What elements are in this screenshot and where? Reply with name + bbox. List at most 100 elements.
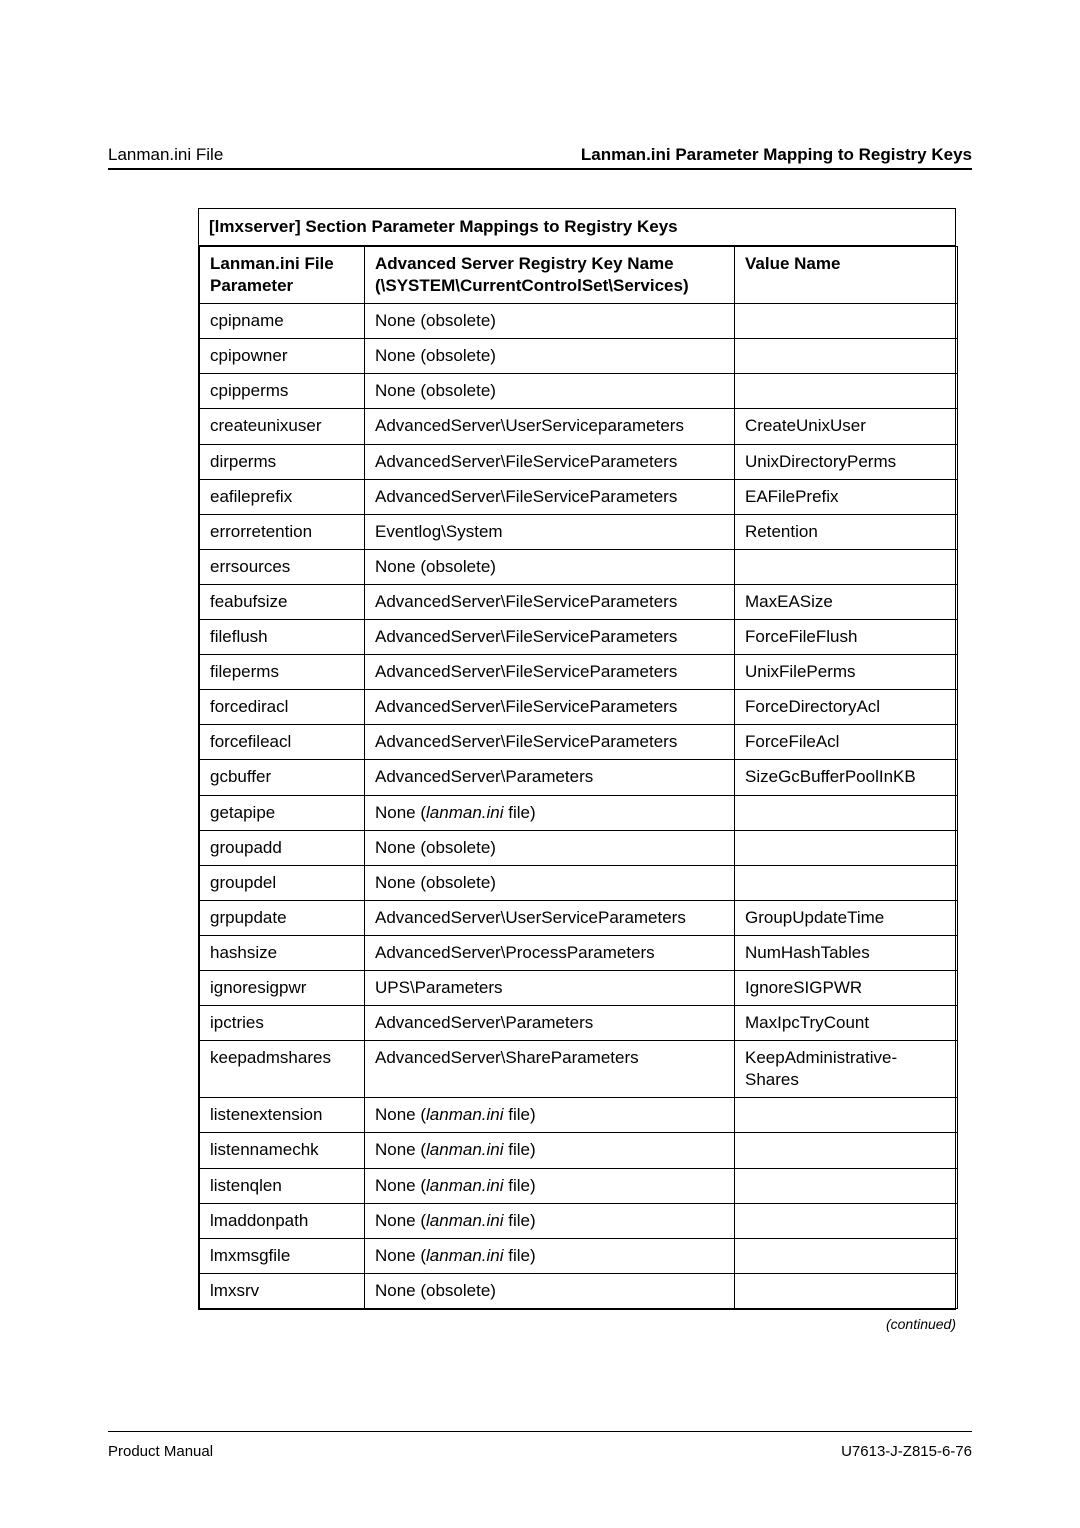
cell-value-name: KeepAdministrative-Shares <box>735 1041 958 1098</box>
table-row: listenextensionNone (lanman.ini file) <box>200 1098 958 1133</box>
cell-value-name <box>735 304 958 339</box>
cell-registry-key: None (obsolete) <box>365 374 735 409</box>
cell-value-name: ForceDirectoryAcl <box>735 690 958 725</box>
cell-value-name: MaxEASize <box>735 584 958 619</box>
cell-registry-key: None (obsolete) <box>365 830 735 865</box>
table-row: grpupdateAdvancedServer\UserServiceParam… <box>200 900 958 935</box>
cell-parameter: cpipname <box>200 304 365 339</box>
table-row: filepermsAdvancedServer\FileServiceParam… <box>200 655 958 690</box>
table-row: listenqlenNone (lanman.ini file) <box>200 1168 958 1203</box>
cell-value-name: ForceFileFlush <box>735 620 958 655</box>
mapping-table-container: [lmxserver] Section Parameter Mappings t… <box>198 208 956 1310</box>
cell-registry-key: AdvancedServer\ShareParameters <box>365 1041 735 1098</box>
table-header-row: Lanman.ini File Parameter Advanced Serve… <box>200 247 958 304</box>
mapping-table: Lanman.ini File Parameter Advanced Serve… <box>199 246 958 1309</box>
cell-parameter: listenqlen <box>200 1168 365 1203</box>
cell-registry-key: AdvancedServer\FileServiceParameters <box>365 655 735 690</box>
cell-parameter: gcbuffer <box>200 760 365 795</box>
table-row: cpipownerNone (obsolete) <box>200 339 958 374</box>
cell-value-name: UnixFilePerms <box>735 655 958 690</box>
cell-parameter: errsources <box>200 549 365 584</box>
table-row: lmaddonpathNone (lanman.ini file) <box>200 1203 958 1238</box>
cell-text: file) <box>504 1105 536 1124</box>
cell-value-name: ForceFileAcl <box>735 725 958 760</box>
cell-value-name <box>735 374 958 409</box>
cell-registry-key: None (lanman.ini file) <box>365 1203 735 1238</box>
table-row: lmxsrvNone (obsolete) <box>200 1273 958 1308</box>
table-row: dirpermsAdvancedServer\FileServiceParame… <box>200 444 958 479</box>
cell-value-name: CreateUnixUser <box>735 409 958 444</box>
cell-registry-key: None (obsolete) <box>365 549 735 584</box>
cell-registry-key: AdvancedServer\UserServiceparameters <box>365 409 735 444</box>
cell-value-name <box>735 1098 958 1133</box>
table-row: feabufsizeAdvancedServer\FileServicePara… <box>200 584 958 619</box>
table-row: forcefileaclAdvancedServer\FileServicePa… <box>200 725 958 760</box>
cell-parameter: lmaddonpath <box>200 1203 365 1238</box>
cell-registry-key: AdvancedServer\FileServiceParameters <box>365 725 735 760</box>
cell-value-name <box>735 1168 958 1203</box>
table-title: [lmxserver] Section Parameter Mappings t… <box>199 209 955 246</box>
cell-registry-key: AdvancedServer\FileServiceParameters <box>365 479 735 514</box>
cell-registry-key: None (lanman.ini file) <box>365 1133 735 1168</box>
cell-registry-key: None (lanman.ini file) <box>365 1098 735 1133</box>
cell-value-name: SizeGcBufferPoolInKB <box>735 760 958 795</box>
cell-registry-key: None (obsolete) <box>365 865 735 900</box>
footer-rule <box>108 1431 972 1432</box>
cell-value-name <box>735 1273 958 1308</box>
table-row: groupaddNone (obsolete) <box>200 830 958 865</box>
cell-parameter: groupdel <box>200 865 365 900</box>
cell-text: file) <box>504 1246 536 1265</box>
cell-registry-key: None (obsolete) <box>365 1273 735 1308</box>
cell-registry-key: AdvancedServer\FileServiceParameters <box>365 690 735 725</box>
table-row: ipctriesAdvancedServer\ParametersMaxIpcT… <box>200 1006 958 1041</box>
cell-value-name: Retention <box>735 514 958 549</box>
table-row: groupdelNone (obsolete) <box>200 865 958 900</box>
cell-registry-key: None (obsolete) <box>365 339 735 374</box>
cell-registry-key: AdvancedServer\UserServiceParameters <box>365 900 735 935</box>
cell-value-name <box>735 1238 958 1273</box>
cell-registry-key: None (lanman.ini file) <box>365 1168 735 1203</box>
cell-text-italic: lanman.ini <box>426 803 504 822</box>
cell-registry-key: UPS\Parameters <box>365 970 735 1005</box>
cell-text: file) <box>504 1211 536 1230</box>
cell-parameter: listenextension <box>200 1098 365 1133</box>
table-row: eafileprefixAdvancedServer\FileServicePa… <box>200 479 958 514</box>
cell-value-name <box>735 1203 958 1238</box>
cell-parameter: ignoresigpwr <box>200 970 365 1005</box>
table-row: lmxmsgfileNone (lanman.ini file) <box>200 1238 958 1273</box>
cell-text: file) <box>504 1176 536 1195</box>
col-header-registry-key: Advanced Server Registry Key Name (\SYST… <box>365 247 735 304</box>
cell-text: None ( <box>375 1211 426 1230</box>
header-left: Lanman.ini File <box>108 145 223 165</box>
table-row: getapipeNone (lanman.ini file) <box>200 795 958 830</box>
cell-value-name <box>735 1133 958 1168</box>
footer-left: Product Manual <box>108 1443 213 1460</box>
cell-value-name: GroupUpdateTime <box>735 900 958 935</box>
table-row: keepadmsharesAdvancedServer\ShareParamet… <box>200 1041 958 1098</box>
cell-parameter: cpipowner <box>200 339 365 374</box>
cell-parameter: feabufsize <box>200 584 365 619</box>
cell-registry-key: AdvancedServer\Parameters <box>365 1006 735 1041</box>
cell-text-italic: lanman.ini <box>426 1105 504 1124</box>
cell-parameter: forcefileacl <box>200 725 365 760</box>
cell-parameter: listennamechk <box>200 1133 365 1168</box>
cell-parameter: groupadd <box>200 830 365 865</box>
cell-text: None ( <box>375 1105 426 1124</box>
page-header: Lanman.ini File Lanman.ini Parameter Map… <box>108 145 972 170</box>
table-row: listennamechkNone (lanman.ini file) <box>200 1133 958 1168</box>
cell-registry-key: AdvancedServer\ProcessParameters <box>365 935 735 970</box>
cell-parameter: getapipe <box>200 795 365 830</box>
cell-text: None ( <box>375 803 426 822</box>
cell-parameter: fileflush <box>200 620 365 655</box>
cell-parameter: grpupdate <box>200 900 365 935</box>
cell-parameter: fileperms <box>200 655 365 690</box>
cell-registry-key: Eventlog\System <box>365 514 735 549</box>
cell-text-italic: lanman.ini <box>426 1176 504 1195</box>
page-footer: Product Manual U7613-J-Z815-6-76 <box>108 1443 972 1460</box>
cell-registry-key: None (lanman.ini file) <box>365 795 735 830</box>
cell-registry-key: AdvancedServer\FileServiceParameters <box>365 444 735 479</box>
cell-text-italic: lanman.ini <box>426 1140 504 1159</box>
footer-right: U7613-J-Z815-6-76 <box>841 1443 972 1460</box>
cell-value-name <box>735 795 958 830</box>
header-right: Lanman.ini Parameter Mapping to Registry… <box>581 145 972 165</box>
